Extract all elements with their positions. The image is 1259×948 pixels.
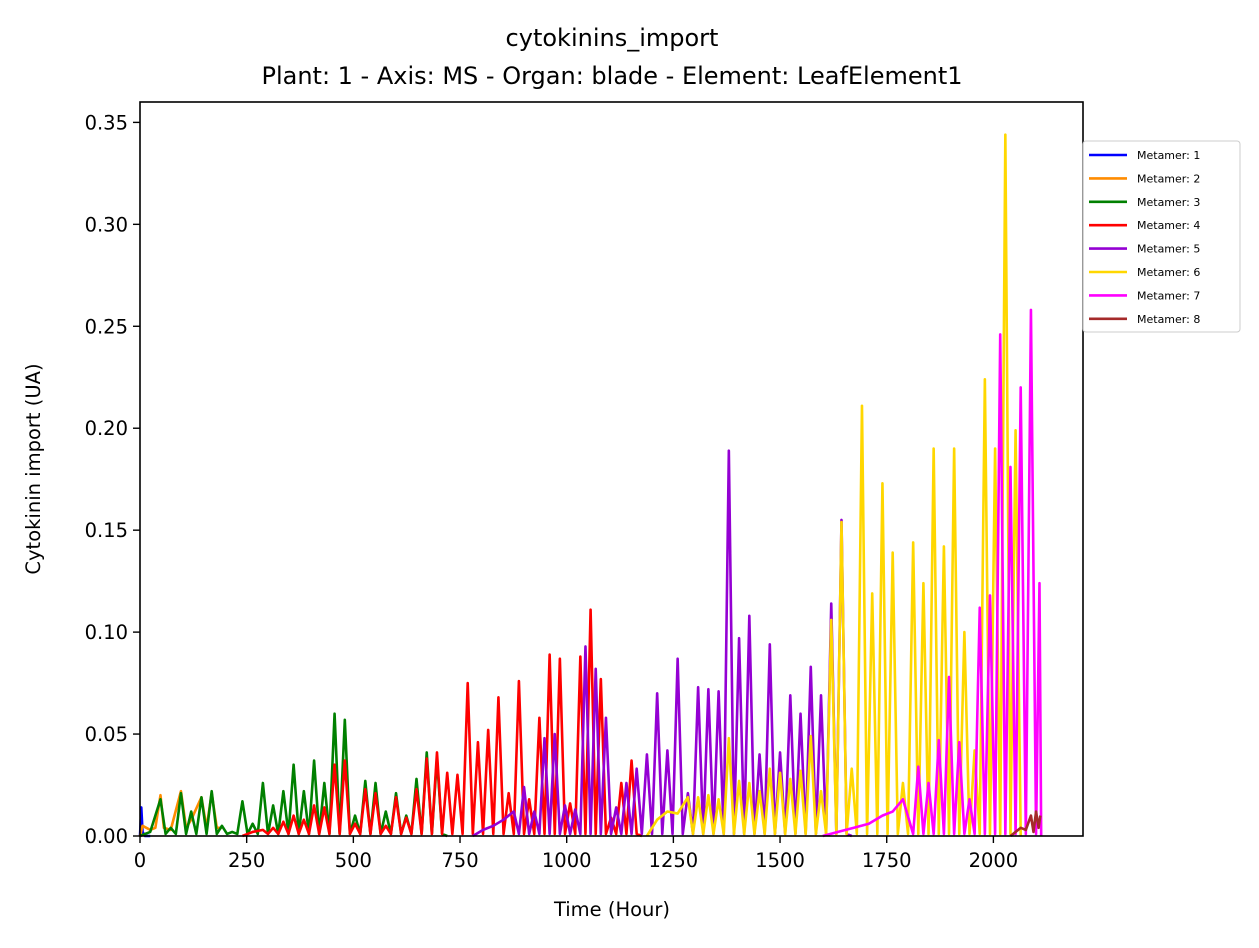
y-tick-label: 0.25 [85,315,128,338]
x-axis-label: Time (Hour) [553,898,670,921]
x-tick-label: 1250 [649,849,699,872]
legend-label-6: Metamer: 6 [1137,266,1200,279]
x-axis-ticks: 0 250 500 750 1000 1250 1500 1750 2000 [134,836,1018,872]
series-line-6 [645,133,1022,837]
y-tick-label: 0.20 [85,417,128,440]
y-tick-label: 0.00 [85,825,128,848]
x-tick-label: 1750 [862,849,912,872]
legend-label-2: Metamer: 2 [1137,172,1200,185]
series-line-5 [472,449,853,838]
y-axis-ticks: 0.00 0.05 0.10 0.15 0.20 0.25 0.30 0.35 [85,111,140,848]
y-axis-label: Cytokinin import (UA) [22,363,45,574]
y-tick-label: 0.10 [85,621,128,644]
x-tick-label: 1000 [542,849,592,872]
y-tick-label: 0.15 [85,519,128,542]
legend-label-7: Metamer: 7 [1137,289,1200,302]
x-tick-label: 750 [441,849,478,872]
chart-subtitle: Plant: 1 - Axis: MS - Organ: blade - Ele… [261,62,962,90]
x-tick-label: 2000 [969,849,1019,872]
legend-label-3: Metamer: 3 [1137,196,1200,209]
series-line-4 [241,608,643,838]
chart-legend: Metamer: 1 Metamer: 2 Metamer: 3 Metamer: 4… [1082,140,1241,333]
y-tick-label: 0.05 [85,723,128,746]
x-tick-label: 500 [335,849,372,872]
y-tick-label: 0.30 [85,213,128,236]
chart-title: cytokinins_import [506,24,719,52]
x-tick-label: 0 [134,849,146,872]
plot-frame [139,101,1084,837]
legend-label-1: Metamer: 1 [1137,149,1200,162]
plot-series-group [138,133,1043,838]
x-tick-label: 250 [228,849,265,872]
legend-box [1082,140,1241,333]
legend-label-4: Metamer: 4 [1137,219,1200,232]
legend-label-8: Metamer: 8 [1137,313,1200,326]
x-tick-label: 1500 [755,849,805,872]
series-line-7 [822,308,1043,838]
series-line-8 [1009,810,1042,838]
legend-label-5: Metamer: 5 [1137,243,1200,256]
y-tick-label: 0.35 [85,111,128,134]
